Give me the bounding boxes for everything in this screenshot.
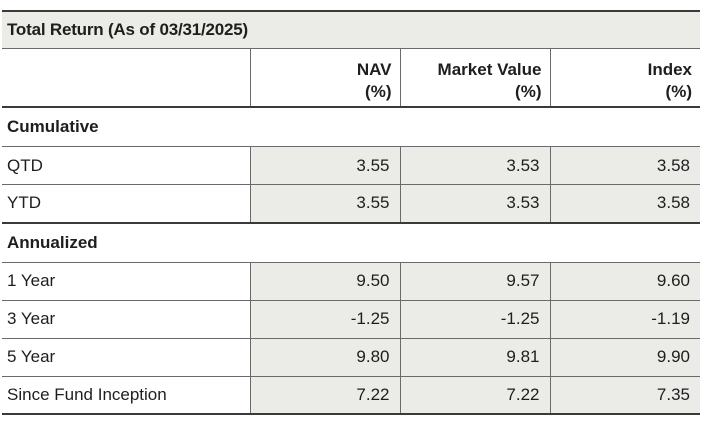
nav-value: -1.25 bbox=[250, 300, 401, 339]
nav-value: 9.80 bbox=[250, 338, 401, 377]
table-row: 1 Year 9.50 9.57 9.60 bbox=[2, 262, 700, 301]
index-value: 7.35 bbox=[550, 376, 700, 415]
header-nav-unit: (%) bbox=[365, 82, 392, 101]
header-market-value: Market Value (%) bbox=[400, 49, 551, 108]
market-value-value: 3.53 bbox=[400, 184, 551, 224]
nav-value: 3.55 bbox=[250, 146, 401, 185]
market-value-value: -1.25 bbox=[400, 300, 551, 339]
index-value: 9.90 bbox=[550, 338, 700, 377]
row-label: 1 Year bbox=[2, 262, 251, 301]
header-market-value-unit: (%) bbox=[515, 82, 542, 101]
header-nav: NAV (%) bbox=[250, 49, 401, 108]
section-row-annualized: Annualized bbox=[2, 222, 700, 263]
table-row: 5 Year 9.80 9.81 9.90 bbox=[2, 338, 700, 377]
row-label: QTD bbox=[2, 146, 251, 185]
market-value-value: 9.81 bbox=[400, 338, 551, 377]
market-value-value: 7.22 bbox=[400, 376, 551, 415]
market-value-value: 9.57 bbox=[400, 262, 551, 301]
header-market-value-label: Market Value bbox=[437, 60, 542, 79]
section-row-cumulative: Cumulative bbox=[2, 107, 700, 147]
total-return-table-container: Total Return (As of 03/31/2025) NAV (%) … bbox=[2, 10, 700, 415]
index-value: 3.58 bbox=[550, 184, 700, 224]
table-row: 3 Year -1.25 -1.25 -1.19 bbox=[2, 300, 700, 339]
index-value: -1.19 bbox=[550, 300, 700, 339]
table-row: YTD 3.55 3.53 3.58 bbox=[2, 184, 700, 224]
section-label: Annualized bbox=[2, 222, 700, 263]
table-title: Total Return (As of 03/31/2025) bbox=[2, 10, 700, 49]
nav-value: 9.50 bbox=[250, 262, 401, 301]
table-row: Since Fund Inception 7.22 7.22 7.35 bbox=[2, 376, 700, 415]
index-value: 3.58 bbox=[550, 146, 700, 185]
index-value: 9.60 bbox=[550, 262, 700, 301]
nav-value: 7.22 bbox=[250, 376, 401, 415]
section-label: Cumulative bbox=[2, 107, 700, 147]
row-label: YTD bbox=[2, 184, 251, 224]
row-label: 5 Year bbox=[2, 338, 251, 377]
row-label: 3 Year bbox=[2, 300, 251, 339]
header-nav-label: NAV bbox=[356, 60, 392, 79]
header-row: NAV (%) Market Value (%) Index (%) bbox=[2, 49, 700, 108]
header-blank-cell bbox=[2, 49, 251, 108]
total-return-table: NAV (%) Market Value (%) Index (%) Cumul… bbox=[2, 49, 700, 415]
header-index-unit: (%) bbox=[665, 82, 692, 101]
table-row: QTD 3.55 3.53 3.58 bbox=[2, 146, 700, 185]
nav-value: 3.55 bbox=[250, 184, 401, 224]
header-index: Index (%) bbox=[550, 49, 700, 108]
row-label: Since Fund Inception bbox=[2, 376, 251, 415]
header-index-label: Index bbox=[647, 60, 692, 79]
market-value-value: 3.53 bbox=[400, 146, 551, 185]
